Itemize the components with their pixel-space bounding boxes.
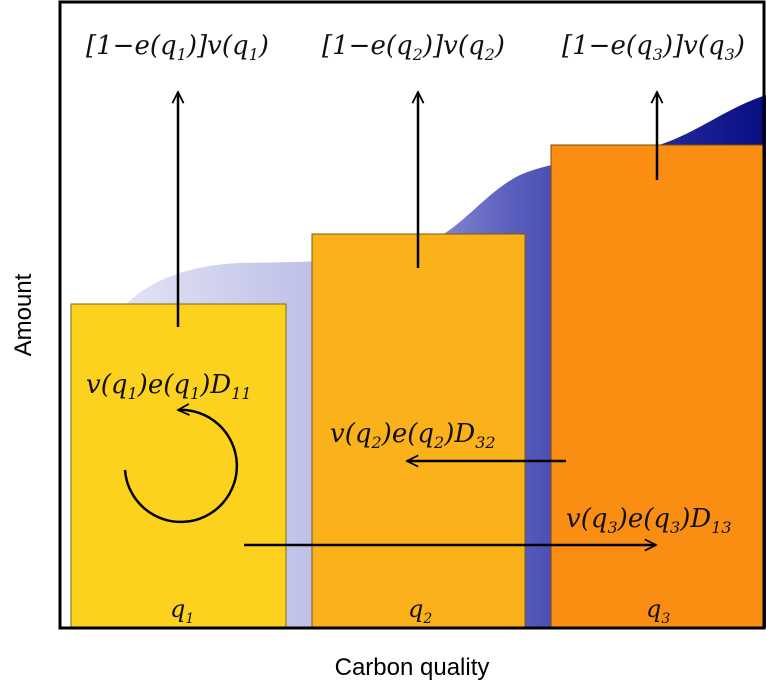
bar-q1: [70, 303, 287, 629]
flow-label-d32: v(q2)e(q2)D32: [330, 419, 496, 452]
bar-label-q1: q1: [170, 595, 194, 627]
plot-frame: [58, 0, 766, 630]
arrow-circular-d11: [123, 410, 239, 524]
bar-q3: [550, 144, 765, 629]
x-axis-label: Carbon quality: [335, 654, 490, 681]
top-label-q2: [1−e(q2)]v(q2): [322, 31, 505, 64]
top-label-q3: [1−e(q3)]v(q3): [562, 31, 745, 64]
bar-label-q3: q3: [646, 595, 670, 627]
top-label-q1: [1−e(q1)]v(q1): [86, 31, 269, 64]
flow-label-d11: v(q1)e(q1)D11: [86, 370, 252, 403]
bar-label-q2: q2: [408, 595, 432, 627]
y-axis-label: Amount: [10, 273, 37, 356]
flow-label-d13: v(q3)e(q3)D13: [566, 504, 732, 537]
